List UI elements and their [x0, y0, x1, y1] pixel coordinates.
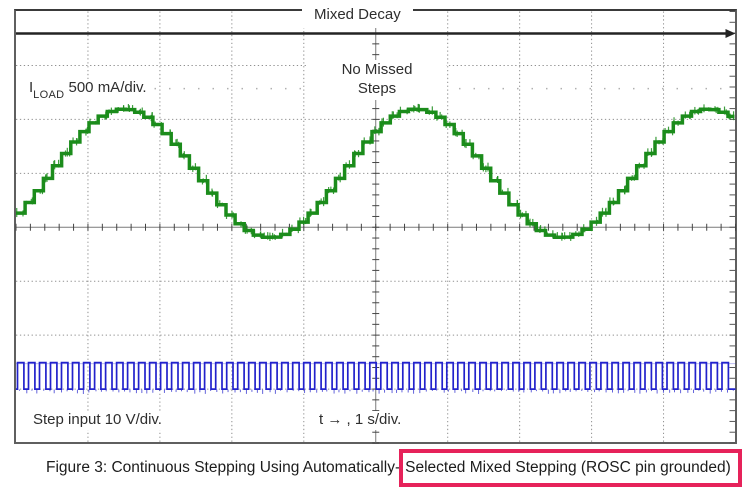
- timebase-label: t → , 1 s/div.: [314, 411, 407, 430]
- figure-caption: Figure 3: Continuous Stepping Using Auto…: [46, 449, 742, 487]
- iload-subscript: LOAD: [33, 89, 65, 101]
- iload-scale: 500 mA/div.: [64, 79, 147, 96]
- iload-symbol: I: [29, 79, 34, 96]
- no-missed-steps-line1: No Missed: [341, 61, 413, 78]
- no-missed-steps-label: No Missed Steps: [308, 60, 446, 100]
- mixed-decay-label: Mixed Decay: [302, 3, 413, 28]
- caption-highlight-box: Selected Mixed Stepping (ROSC pin ground…: [399, 449, 742, 487]
- step-input-channel-label: Step input 10 V/div.: [28, 411, 167, 430]
- caption-text: Figure 3: Continuous Stepping Using Auto…: [46, 459, 401, 476]
- no-missed-steps-line2: Steps: [357, 80, 397, 97]
- iload-channel-label: ILOAD 500 mA/div.: [24, 79, 152, 101]
